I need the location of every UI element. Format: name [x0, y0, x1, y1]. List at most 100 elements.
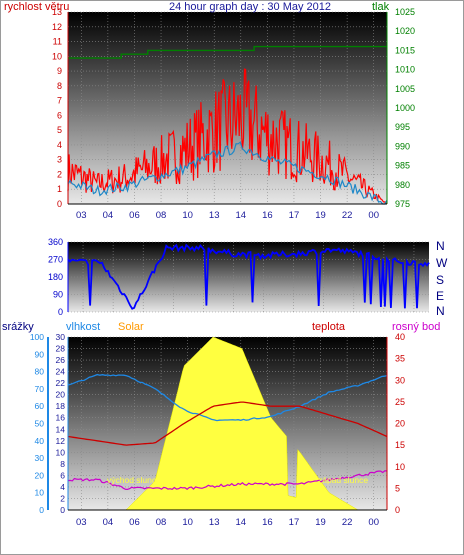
- temperature-label: teplota: [312, 321, 346, 333]
- panel1-x-tick-label: 03: [76, 210, 87, 221]
- temperature-tick-label: 5: [395, 483, 400, 493]
- rain-tick-label: 50: [35, 419, 45, 429]
- panel2-y-tick-label: 360: [48, 237, 63, 247]
- panel1-x-tick-label: 19: [315, 210, 326, 221]
- panel1-y-left-tick-label: 7: [57, 96, 62, 106]
- panel3-x-tick-label: 13: [209, 517, 220, 528]
- solar-label: Solar: [118, 321, 144, 333]
- panel3-ticks: 03 04 06 08 10 13 14 16 17 19 22 000246810121416182…: [30, 332, 405, 528]
- panel1-y-left-tick-label: 4: [57, 140, 62, 150]
- panel2-ticks: 0 90 180 270 360: [48, 237, 63, 317]
- sunset-label: západ slunce: [318, 475, 368, 485]
- temperature-tick-label: 20: [395, 419, 405, 429]
- panel1-y-left-tick-label: 9: [57, 66, 62, 76]
- rain-tick-label: 20: [35, 470, 45, 480]
- panel2-y-tick-label: 0: [58, 307, 63, 317]
- humidity-tick-label: 2: [60, 493, 65, 503]
- wind-speed-label: rychlost větru: [4, 1, 69, 13]
- panel1-y-left-tick-label: 6: [57, 110, 62, 120]
- panel1-x-tick-label: 04: [103, 210, 114, 221]
- panel1-y-right-tick-label: 1020: [395, 26, 415, 36]
- humidity-tick-label: 12: [56, 436, 66, 446]
- panel3-x-tick-label: 14: [236, 517, 247, 528]
- wind-gust-series: [67, 68, 388, 205]
- panel1-x-tick-label: 14: [236, 210, 247, 221]
- panel1-y-left-tick-label: 13: [52, 7, 62, 17]
- rain-label: srážky: [2, 321, 34, 333]
- direction-label-n-top: N: [436, 239, 445, 253]
- humidity-tick-label: 22: [56, 378, 66, 388]
- rain-tick-label: 40: [35, 436, 45, 446]
- panel3-x-tick-label: 00: [368, 517, 379, 528]
- temperature-tick-label: 10: [395, 462, 405, 472]
- panel1-y-right-tick-label: 990: [395, 141, 410, 151]
- panel2-y-tick-label: 180: [48, 272, 63, 282]
- direction-label-s: S: [436, 273, 444, 287]
- panel3-x-tick-label: 17: [289, 517, 300, 528]
- panel2-y-tick-label: 270: [48, 255, 63, 265]
- panel1-y-right-tick-label: 975: [395, 199, 410, 209]
- humidity-tick-label: 26: [56, 355, 66, 365]
- humidity-tick-label: 28: [56, 344, 66, 354]
- rain-tick-label: 80: [35, 367, 45, 377]
- panel3-marks: [67, 336, 388, 511]
- panel1-x-tick-label: 08: [156, 210, 167, 221]
- panel1-y-left-tick-label: 10: [52, 51, 62, 61]
- panel3-x-tick-label: 04: [103, 517, 114, 528]
- direction-label-n-bottom: N: [436, 304, 445, 318]
- temperature-tick-label: 15: [395, 440, 405, 450]
- panel1-y-left-tick-label: 5: [57, 125, 62, 135]
- humidity-tick-label: 14: [56, 424, 66, 434]
- rain-tick-label: 60: [35, 401, 45, 411]
- panel2-marks: [67, 243, 430, 310]
- dewpoint-label: rosný bod: [392, 321, 440, 333]
- panel3-x-tick-label: 08: [156, 517, 167, 528]
- humidity-tick-label: 6: [60, 470, 65, 480]
- panel1-x-tick-label: 17: [289, 210, 300, 221]
- panel1-x-tick-label: 22: [342, 210, 353, 221]
- humidity-tick-label: 24: [56, 367, 66, 377]
- panel1-y-left-tick-label: 2: [57, 169, 62, 179]
- temperature-tick-label: 35: [395, 354, 405, 364]
- panel3-x-tick-label: 19: [315, 517, 326, 528]
- humidity-tick-label: 10: [56, 447, 66, 457]
- panel1-y-right-tick-label: 1005: [395, 84, 415, 94]
- temperature-tick-label: 25: [395, 397, 405, 407]
- panel1-y-left-tick-label: 0: [57, 199, 62, 209]
- panel1-x-tick-label: 13: [209, 210, 220, 221]
- panel1-y-left-tick-label: 12: [52, 22, 62, 32]
- panel1-y-left-tick-label: 8: [57, 81, 62, 91]
- wind-average-series: [67, 141, 388, 205]
- sunrise-label: východ slunce: [107, 475, 161, 485]
- humidity-tick-label: 4: [60, 482, 65, 492]
- direction-label-w: W: [436, 256, 448, 270]
- rain-tick-label: 30: [35, 453, 45, 463]
- panel1-x-tick-label: 16: [262, 210, 273, 221]
- rain-tick-label: 90: [35, 349, 45, 359]
- panel1-x-tick-label: 10: [182, 210, 193, 221]
- humidity-tick-label: 8: [60, 459, 65, 469]
- panel1-y-right-tick-label: 1015: [395, 45, 415, 55]
- wind-direction-series: [67, 243, 430, 310]
- panel3-x-tick-label: 22: [342, 517, 353, 528]
- chart-title: 24 hour graph day : 30 May 2012: [169, 1, 331, 13]
- panel3-x-tick-label: 03: [76, 517, 87, 528]
- panel3-x-tick-label: 10: [182, 517, 193, 528]
- temperature-series: [67, 401, 388, 446]
- panel1-ticks: 03 04 06 08 10 13 14 16 17 19 22 000123456789101112…: [52, 7, 415, 221]
- panel1-y-right-tick-label: 980: [395, 180, 410, 190]
- temperature-tick-label: 40: [395, 332, 405, 342]
- dewpoint-series: [67, 470, 388, 491]
- direction-label-e: E: [436, 289, 444, 303]
- panel1-y-left-tick-label: 11: [53, 37, 62, 47]
- rain-tick-label: 100: [30, 332, 44, 342]
- panel1-x-tick-label: 06: [129, 210, 140, 221]
- panel1-y-right-tick-label: 995: [395, 122, 410, 132]
- humidity-series: [67, 373, 388, 422]
- humidity-tick-label: 16: [56, 413, 66, 423]
- humidity-tick-label: 30: [56, 332, 66, 342]
- rain-tick-label: 0: [39, 505, 44, 515]
- panel2-y-tick-label: 90: [53, 290, 63, 300]
- rain-tick-label: 70: [35, 384, 45, 394]
